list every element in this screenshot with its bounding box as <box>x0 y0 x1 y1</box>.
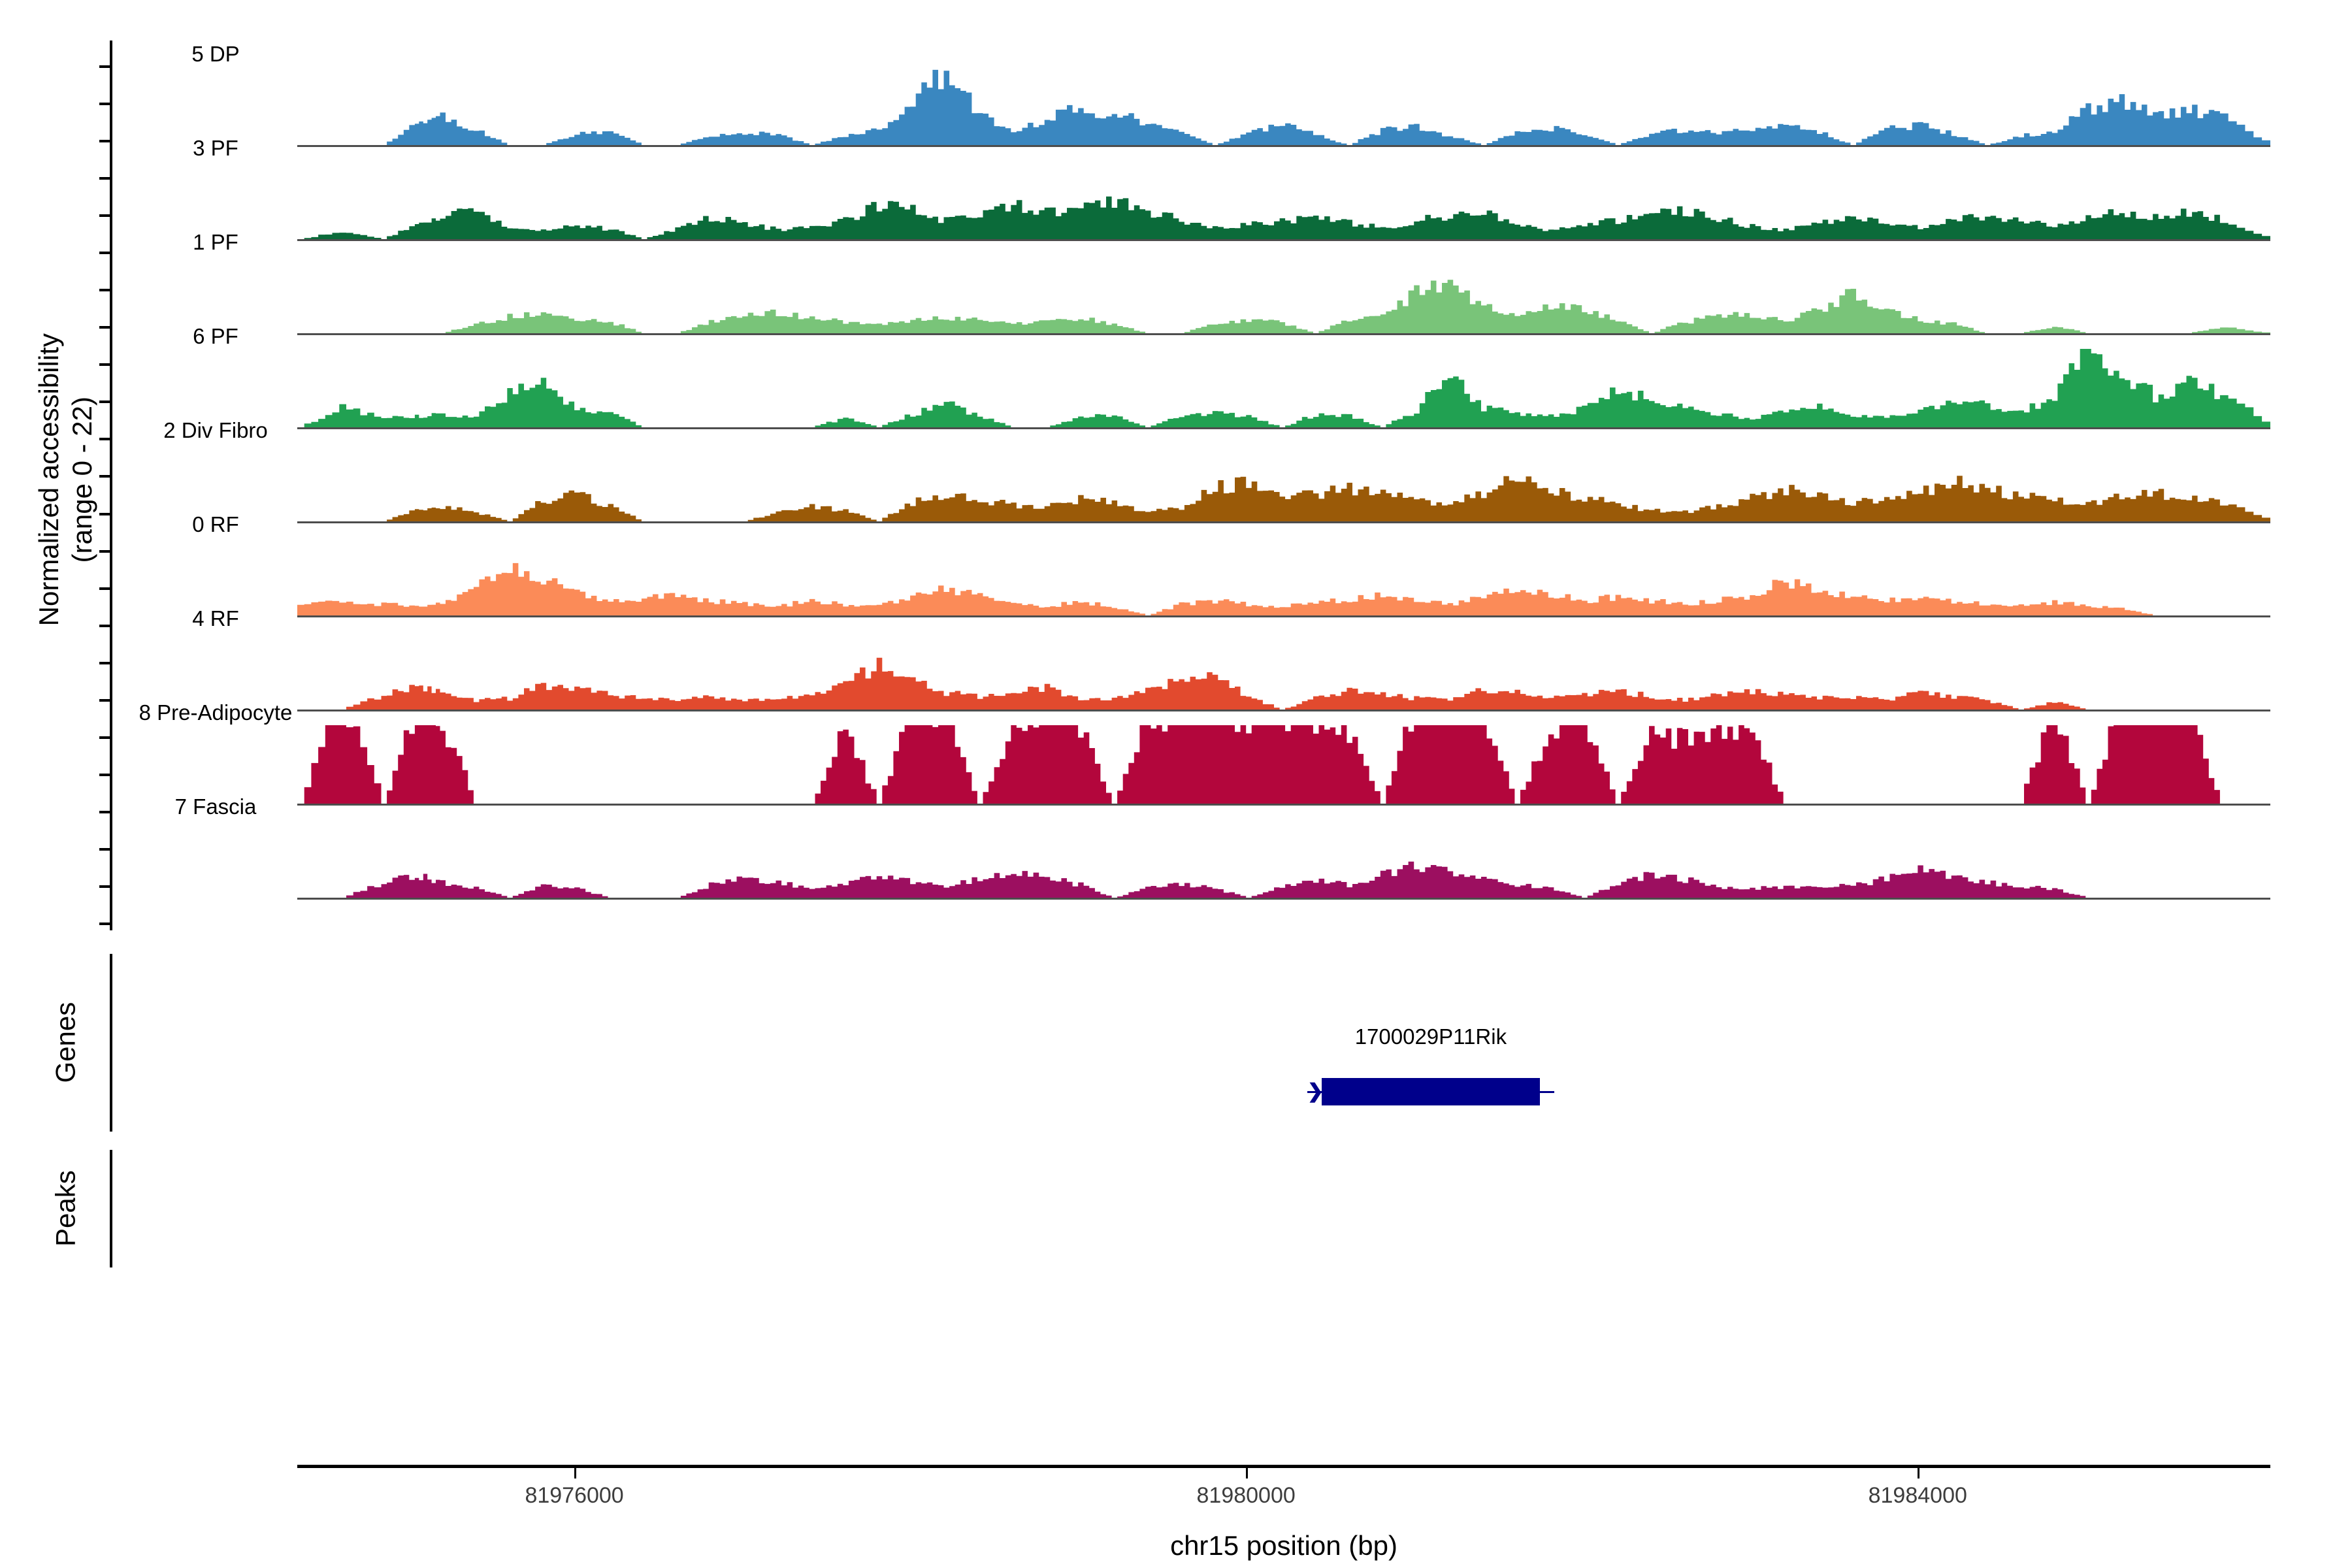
y-axis-tick <box>99 400 111 404</box>
track-label-7-fascia: 7 Fascia <box>174 794 257 819</box>
track-area-1-pf <box>297 255 2270 333</box>
track-label-0-rf: 0 RF <box>192 512 239 536</box>
y-axis-tick <box>99 140 111 143</box>
peaks-panel-label: Peaks <box>50 1170 81 1247</box>
track-area-3-pf <box>297 161 2270 239</box>
x-axis-title: chr15 position (bp) <box>1170 1530 1397 1561</box>
track-baseline <box>297 333 2270 335</box>
y-axis-tick <box>99 773 111 776</box>
track-baseline <box>297 710 2270 711</box>
peaks-axis-spine <box>110 1150 112 1267</box>
y-axis-tick <box>99 698 111 702</box>
track-area-6-pf <box>297 349 2270 427</box>
track-area-0-rf <box>297 537 2270 615</box>
track-label-2-div-fibro: 2 Div Fibro <box>163 418 268 442</box>
gene-name-label: 1700029P11Rik <box>1354 1024 1507 1049</box>
track-label-5-dp: 5 DP <box>191 42 240 66</box>
y-axis-tick <box>99 587 111 590</box>
track-area-5-dp <box>297 67 2270 145</box>
track-baseline <box>297 615 2270 617</box>
y-axis-tick <box>99 65 111 68</box>
genes-panel-label: Genes <box>50 1002 81 1083</box>
track-baseline <box>297 427 2270 429</box>
y-axis-tick <box>99 810 111 813</box>
track-label-4-rf: 4 RF <box>192 606 239 630</box>
track-label-8-pre-adipocyte: 8 Pre-Adipocyte <box>139 700 293 725</box>
track-baseline <box>297 521 2270 523</box>
x-axis-tick-label: 81980000 <box>1196 1483 1296 1508</box>
y-axis-tick <box>99 885 111 888</box>
track-label-3-pf: 3 PF <box>193 136 238 160</box>
track-baseline <box>297 145 2270 147</box>
y-axis-tick <box>99 326 111 329</box>
x-axis-tick-label: 81976000 <box>525 1483 624 1508</box>
gene-strand-arrow-icon: ❯ <box>1307 1081 1324 1102</box>
accessibility-axis-spine <box>110 41 112 930</box>
y-axis-tick <box>99 923 111 925</box>
track-area-4-rf <box>297 631 2270 710</box>
y-axis-tick <box>99 661 111 664</box>
track-label-1-pf: 1 PF <box>193 230 238 254</box>
track-area-7-fascia <box>297 819 2270 898</box>
y-axis-tick <box>99 252 111 255</box>
track-baseline <box>297 239 2270 241</box>
y-axis-label-line2: (range 0 - 22) <box>67 397 97 563</box>
y-axis-label-line1: Normalized accessibility <box>33 333 64 627</box>
y-axis-tick <box>99 214 111 218</box>
y-axis-tick <box>99 736 111 739</box>
x-axis-tick <box>1246 1468 1249 1478</box>
y-axis-tick <box>99 549 111 553</box>
track-area-8-pre-adipocyte <box>297 725 2270 804</box>
y-axis-tick <box>99 177 111 180</box>
x-axis-tick-label: 81984000 <box>1868 1483 1967 1508</box>
y-axis-tick <box>99 363 111 367</box>
gene-intron-line <box>1307 1091 1554 1093</box>
track-baseline <box>297 898 2270 900</box>
track-area-2-div-fibro <box>297 443 2270 521</box>
y-axis-tick <box>99 624 111 627</box>
y-axis-tick <box>99 289 111 292</box>
y-axis-tick <box>99 847 111 851</box>
y-axis-tick <box>99 475 111 478</box>
genes-axis-spine <box>110 954 112 1132</box>
y-axis-label: Normalized accessibility (range 0 - 22) <box>32 35 99 924</box>
track-label-6-pf: 6 PF <box>193 324 238 348</box>
x-axis-tick <box>1918 1468 1920 1478</box>
track-baseline <box>297 804 2270 806</box>
x-axis-tick <box>574 1468 577 1478</box>
y-axis-tick <box>99 103 111 106</box>
y-axis-tick <box>99 512 111 515</box>
y-axis-tick <box>99 438 111 441</box>
x-axis-line <box>297 1465 2270 1468</box>
